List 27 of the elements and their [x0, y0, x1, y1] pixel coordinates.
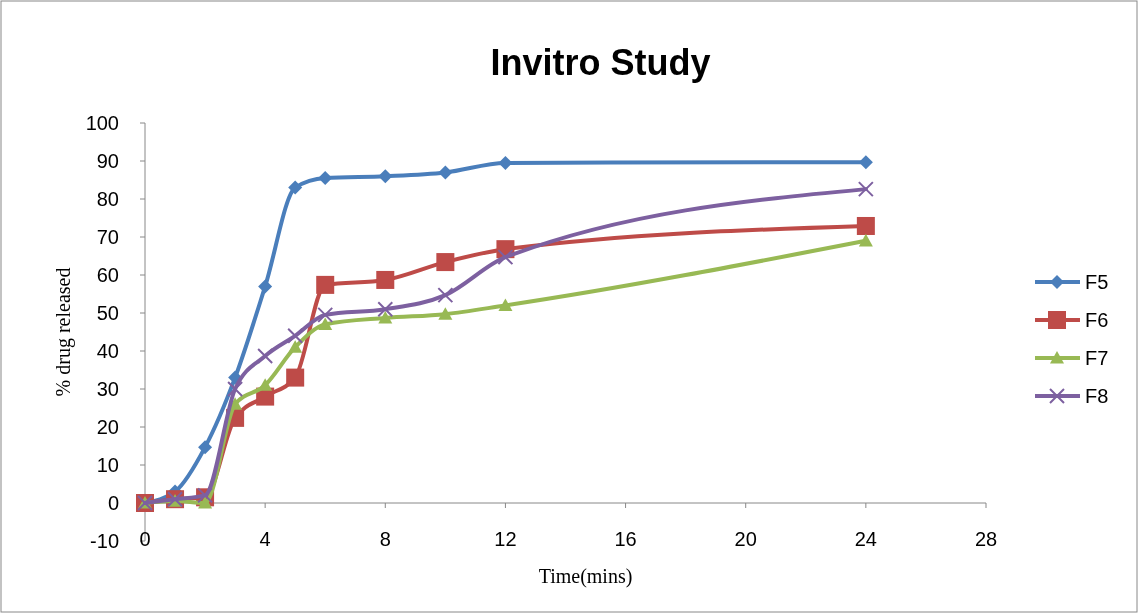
x-tick-label: 28 [974, 528, 998, 550]
y-tick-label: 50 [96, 302, 119, 324]
y-tick-label: 0 [107, 492, 119, 514]
x-axis-title: Time(mins) [538, 565, 633, 588]
y-tick-label: 70 [96, 226, 119, 248]
legend-label: F5 [1085, 271, 1109, 293]
y-tick-label: 10 [96, 454, 119, 476]
x-tick-label: 24 [854, 528, 877, 550]
y-tick-label: 40 [96, 340, 119, 362]
legend-label: F8 [1085, 385, 1109, 407]
x-tick-label: 8 [379, 528, 391, 550]
y-tick-label: 20 [96, 416, 119, 438]
y-tick-label: 90 [96, 150, 119, 172]
chart-title: Invitro Study [490, 42, 711, 83]
x-tick-label: 12 [494, 528, 517, 550]
y-tick-label: 60 [96, 264, 119, 286]
x-tick-label: 4 [259, 528, 271, 550]
y-axis-title: % drug released [52, 267, 75, 397]
x-tick-label: 0 [139, 528, 151, 550]
y-tick-label: 80 [96, 188, 119, 210]
legend-label: F6 [1085, 309, 1109, 331]
y-tick-label: 30 [96, 378, 119, 400]
y-tick-label: 100 [85, 112, 119, 134]
x-tick-label: 16 [614, 528, 637, 550]
x-tick-label: 20 [734, 528, 757, 550]
legend-label: F7 [1085, 347, 1109, 369]
y-tick-label: -10 [90, 530, 119, 552]
